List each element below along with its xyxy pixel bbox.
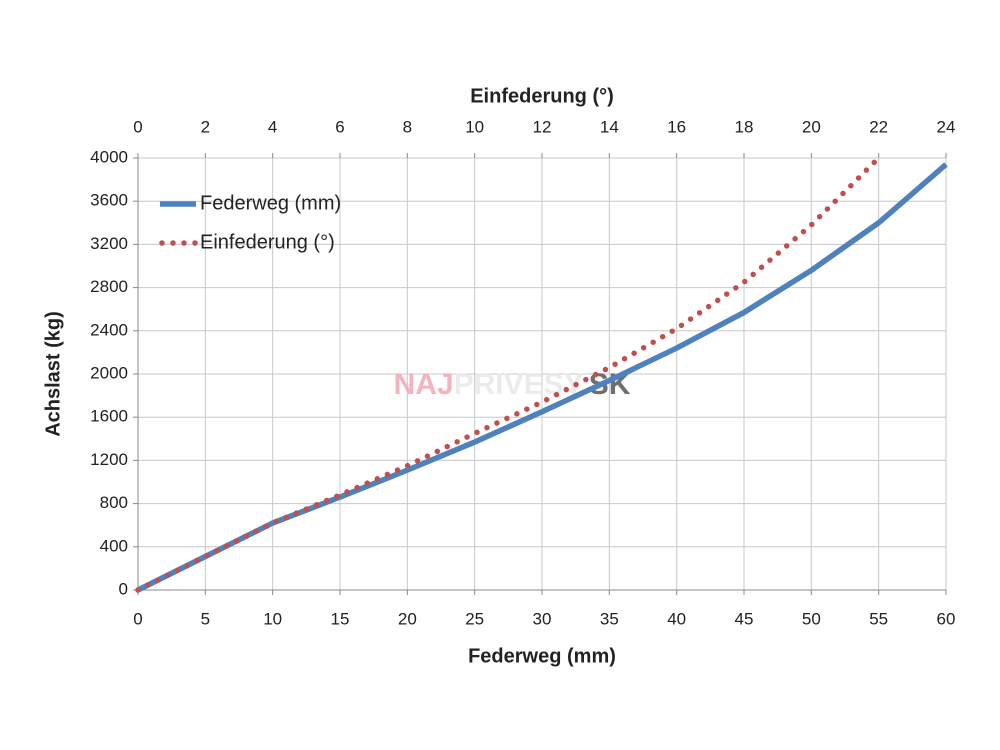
- series-line: [136, 162, 948, 593]
- x-axis-label: Federweg (mm): [468, 645, 616, 667]
- watermark-part: PRIVESY: [454, 368, 584, 401]
- x-tick-label: 50: [802, 609, 821, 628]
- x-tick-label: 45: [735, 609, 754, 628]
- legend-label: Einfederung (°): [200, 231, 335, 253]
- x-tick-label: 35: [600, 609, 619, 628]
- x2-tick-label: 24: [937, 117, 956, 136]
- y-axis-label: Achslast (kg): [42, 311, 64, 437]
- watermark-part: NAJ: [394, 368, 454, 401]
- x-tick-label: 40: [667, 609, 686, 628]
- x2-tick-label: 12: [533, 117, 552, 136]
- y-tick-label: 3200: [90, 234, 128, 253]
- legend-label: Federweg (mm): [200, 192, 341, 214]
- x-tick-label: 5: [201, 609, 210, 628]
- x-tick-label: 0: [133, 609, 142, 628]
- y-tick-label: 1600: [90, 407, 128, 426]
- x-tick-label: 55: [869, 609, 888, 628]
- series-line: [135, 155, 882, 593]
- y-tick-label: 400: [100, 536, 128, 555]
- x-tick-label: 15: [331, 609, 350, 628]
- y-tick-label: 2000: [90, 363, 128, 382]
- x2-tick-label: 4: [268, 117, 277, 136]
- y-tick-label: 2800: [90, 277, 128, 296]
- y-tick-label: 0: [119, 579, 128, 598]
- x-tick-label: 60: [937, 609, 956, 628]
- y-tick-label: 4000: [90, 147, 128, 166]
- x2-tick-label: 16: [667, 117, 686, 136]
- y-tick-label: 1200: [90, 450, 128, 469]
- y-tick-label: 3600: [90, 191, 128, 210]
- x-tick-label: 10: [263, 609, 282, 628]
- x2-tick-label: 0: [133, 117, 142, 136]
- y-tick-label: 800: [100, 493, 128, 512]
- x-tick-label: 30: [533, 609, 552, 628]
- x2-tick-label: 18: [735, 117, 754, 136]
- y-tick-label: 2400: [90, 320, 128, 339]
- x2-tick-label: 2: [201, 117, 210, 136]
- x-tick-label: 20: [398, 609, 417, 628]
- x2-axis-label: Einfederung (°): [470, 85, 614, 107]
- x2-tick-label: 6: [335, 117, 344, 136]
- x2-tick-label: 10: [465, 117, 484, 136]
- x-tick-label: 25: [465, 609, 484, 628]
- x2-tick-label: 14: [600, 117, 619, 136]
- x2-tick-label: 20: [802, 117, 821, 136]
- x2-tick-label: 22: [869, 117, 888, 136]
- x2-tick-label: 8: [403, 117, 412, 136]
